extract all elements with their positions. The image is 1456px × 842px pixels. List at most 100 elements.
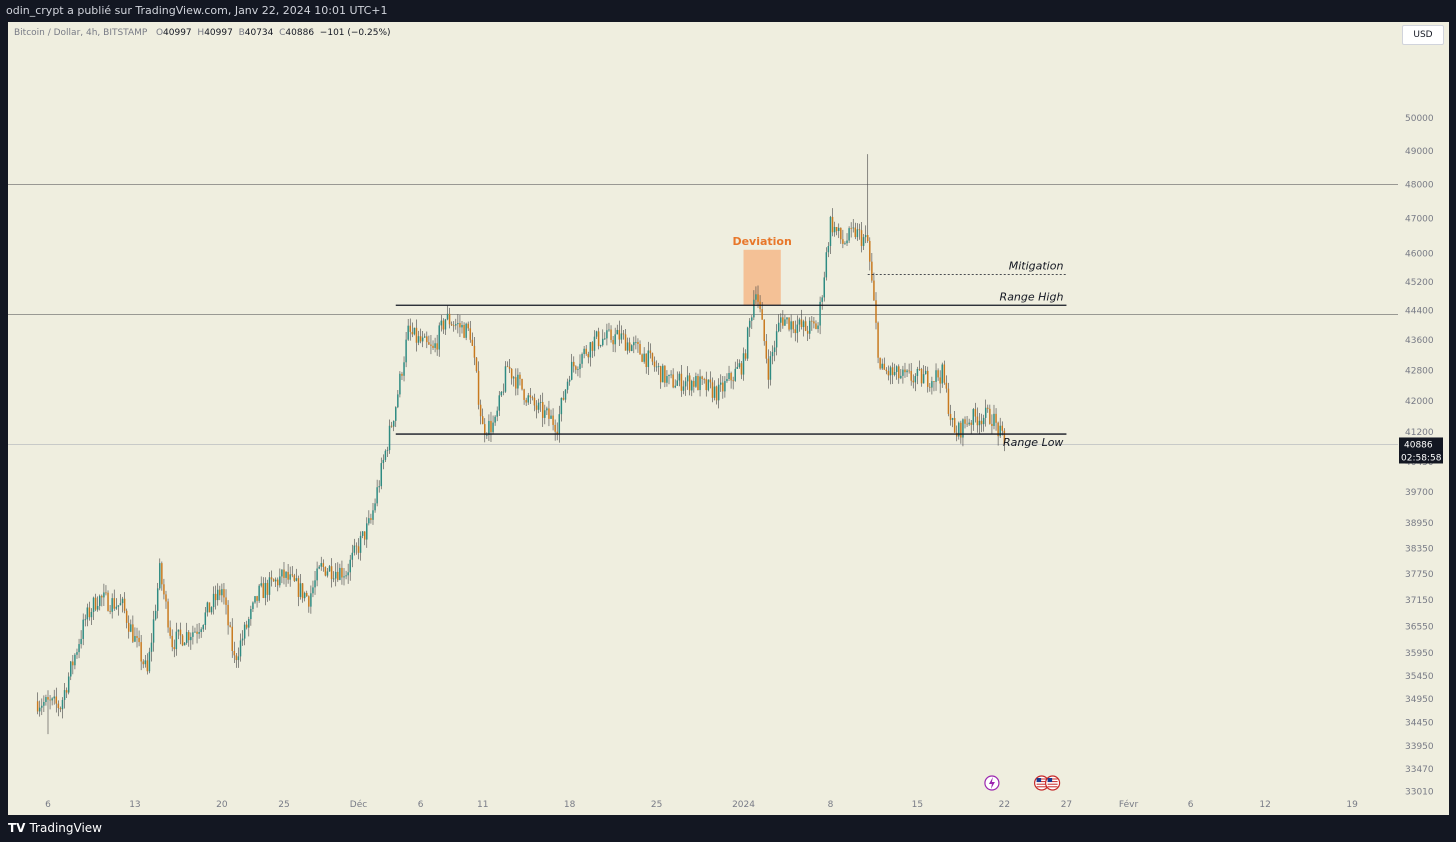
candle-body (898, 366, 900, 379)
candle-body (413, 327, 416, 335)
candle (171, 629, 173, 652)
candle (428, 335, 430, 346)
time-tick-label: 2024 (732, 800, 755, 810)
candle (769, 351, 772, 386)
candle-body (351, 552, 354, 560)
candle-body (728, 372, 730, 380)
candle (401, 371, 403, 381)
candle-body (715, 386, 718, 401)
candle-body (531, 397, 534, 399)
candle-body (643, 353, 645, 362)
price-badge (1399, 437, 1443, 451)
candle (978, 413, 981, 435)
brand-label: TradingView (29, 821, 102, 835)
candle-body (993, 413, 995, 426)
candle-body (349, 559, 351, 573)
candle (993, 404, 995, 430)
candle (289, 566, 291, 587)
candle (395, 406, 397, 428)
candle (233, 641, 236, 664)
candle (510, 368, 513, 385)
candle (666, 370, 668, 387)
candle (695, 372, 697, 388)
candle (610, 325, 612, 343)
candle (707, 379, 710, 392)
candle (281, 569, 283, 584)
candle-body (558, 414, 561, 434)
candle-body (101, 595, 103, 598)
candle-body (860, 230, 863, 246)
candle-body (960, 422, 962, 438)
chart-panel[interactable]: Range High Range Low Mitigation Deviation 5… (8, 22, 1449, 815)
candle-body (380, 463, 383, 487)
candle (577, 366, 579, 377)
candle-body (107, 592, 109, 611)
candle-body (842, 239, 844, 244)
candle (376, 479, 378, 507)
candle-body (171, 635, 173, 648)
price-tick-label: 46000 (1405, 249, 1434, 259)
candle (591, 341, 594, 358)
candle-body (904, 369, 906, 373)
candle (260, 576, 262, 588)
candle (183, 642, 186, 646)
candle (560, 397, 563, 422)
candle-body (332, 578, 335, 580)
candle (989, 404, 991, 425)
candle (995, 408, 997, 431)
candle-body (113, 598, 115, 609)
candlestick-chart[interactable]: Range High Range Low Mitigation Deviation 5… (8, 22, 1449, 815)
candle (566, 378, 569, 394)
candle-body (577, 369, 579, 370)
candle (229, 621, 231, 628)
event-markers (984, 775, 1061, 791)
candle-body (630, 345, 633, 351)
candle-body (891, 367, 894, 375)
candle (709, 371, 712, 389)
candle (471, 332, 474, 347)
candle (790, 314, 792, 338)
candle-body (662, 365, 664, 383)
currency-button[interactable]: USD (1402, 25, 1444, 45)
candle-body (177, 629, 180, 632)
candle (871, 252, 873, 283)
candle (887, 365, 890, 381)
candle-body (941, 364, 943, 384)
candle (585, 344, 587, 356)
candle (575, 365, 577, 374)
candle-body (991, 423, 993, 426)
candle-body (746, 327, 749, 359)
candle (809, 317, 811, 340)
candle (815, 320, 817, 330)
candle-body (982, 417, 985, 425)
candle-body (539, 402, 542, 403)
candle-body (777, 322, 780, 332)
candle (931, 376, 933, 395)
candle-body (846, 240, 848, 244)
candle-body (111, 598, 113, 612)
candle-body (368, 518, 370, 524)
price-tick-label: 42000 (1405, 397, 1434, 407)
candle (264, 577, 267, 606)
tradingview-brand[interactable]: TV TradingView (8, 821, 102, 835)
candle (49, 695, 51, 710)
candle-body (55, 696, 58, 704)
candle-body (65, 690, 68, 693)
candle (188, 630, 190, 647)
candle (705, 371, 708, 397)
candle (330, 558, 333, 588)
candle-body (353, 545, 356, 553)
candle-body (436, 343, 438, 350)
candle (237, 647, 240, 668)
candle (76, 648, 78, 659)
candle-body (138, 637, 140, 643)
candle-body (428, 342, 430, 345)
candle (332, 571, 335, 583)
candle-body (717, 384, 720, 401)
price-tick-label: 37750 (1405, 570, 1434, 580)
candle-body (734, 368, 736, 381)
candle (558, 405, 561, 443)
candle (744, 349, 747, 361)
candle-body (455, 324, 457, 326)
candle-body (684, 381, 687, 387)
